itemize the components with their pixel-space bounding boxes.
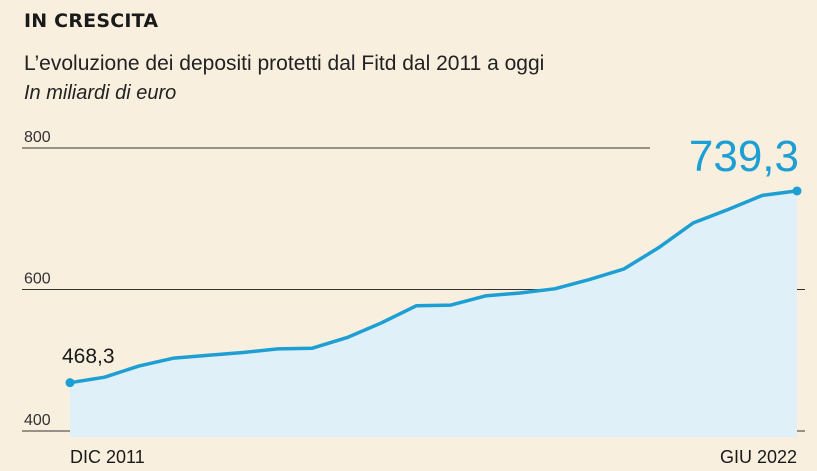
series-line: [69, 189, 798, 385]
chart-unit: In miliardi di euro: [24, 82, 177, 104]
y-tick-label: 400: [24, 412, 51, 429]
x-tick-label-start: DIC 2011: [70, 447, 145, 467]
y-tick-label: 800: [24, 129, 51, 146]
end-point: [792, 186, 802, 196]
y-tick-labels: 400 600 800: [24, 129, 51, 429]
area-fill: [70, 190, 797, 437]
chart-subtitle: L’evoluzione dei depositi protetti dal F…: [24, 52, 545, 75]
y-tick-label: 600: [24, 271, 51, 288]
start-point: [65, 378, 75, 388]
x-tick-label-end: GIU 2022: [720, 447, 797, 467]
start-value-label: 468,3: [62, 345, 115, 368]
data-points: [65, 186, 802, 388]
chart-title: IN CRESCITA: [24, 10, 159, 32]
end-value-label: 739,3: [689, 132, 799, 181]
